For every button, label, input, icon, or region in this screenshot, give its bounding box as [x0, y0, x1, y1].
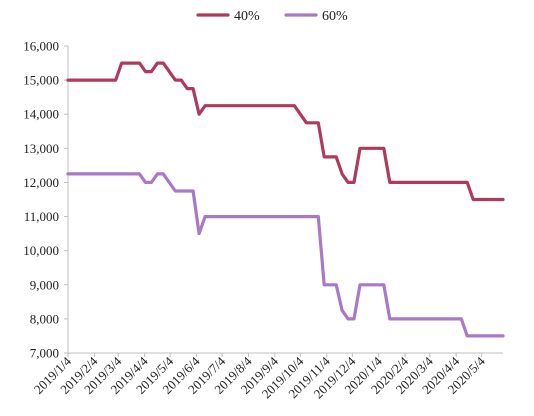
y-tick-label: 8,000 — [30, 311, 59, 326]
series-line-60pct — [66, 172, 505, 338]
y-tick-label: 11,000 — [24, 209, 59, 224]
y-tick-label: 16,000 — [23, 39, 59, 54]
y-tick-label: 9,000 — [30, 277, 59, 292]
series-lines — [66, 61, 505, 338]
y-tick-label: 13,000 — [23, 141, 59, 156]
legend-label: 60% — [322, 9, 348, 24]
legend-label: 40% — [234, 9, 260, 24]
y-axis-tick-labels: 7,000 8,000 9,000 10,000 11,000 12,000 13,000 1… — [23, 39, 59, 361]
axes — [64, 45, 503, 357]
y-tick-label: 10,000 — [23, 243, 59, 258]
y-tick-label: 14,000 — [23, 107, 59, 122]
legend: 40% 60% — [196, 9, 348, 24]
y-tick-label: 12,000 — [23, 175, 59, 190]
x-axis-tick-labels: 2019/1/42019/2/42019/3/42019/4/42019/5/4… — [31, 353, 488, 401]
y-tick-label: 15,000 — [23, 73, 59, 88]
y-tick-label: 7,000 — [30, 346, 59, 361]
series-line-40pct — [66, 61, 505, 202]
